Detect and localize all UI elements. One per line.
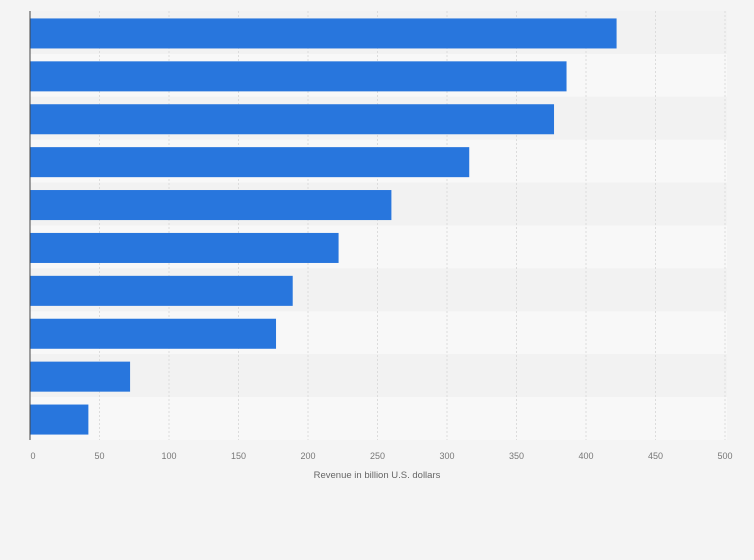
row-band: [30, 397, 727, 440]
bar[interactable]: [30, 18, 617, 49]
x-tick-label: 250: [370, 451, 385, 461]
x-tick-label: 350: [509, 451, 524, 461]
x-tick-label: 500: [717, 451, 732, 461]
x-tick-label: 50: [94, 451, 104, 461]
x-tick-label: 150: [231, 451, 246, 461]
x-tick-label: 400: [578, 451, 593, 461]
bar[interactable]: [30, 190, 392, 221]
bar[interactable]: [30, 147, 470, 178]
bar[interactable]: [30, 232, 339, 263]
bar[interactable]: [30, 275, 293, 306]
x-axis-label: Revenue in billion U.S. dollars: [314, 470, 441, 481]
x-tick-label: 450: [648, 451, 663, 461]
x-tick-label: 100: [161, 451, 176, 461]
x-tick-label: 200: [300, 451, 315, 461]
bar[interactable]: [30, 318, 277, 349]
x-tick-label: 0: [30, 451, 35, 461]
x-tick-label: 300: [439, 451, 454, 461]
bar[interactable]: [30, 404, 89, 435]
bar[interactable]: [30, 61, 567, 92]
bar[interactable]: [30, 361, 131, 392]
bar[interactable]: [30, 104, 555, 135]
row-band: [30, 354, 727, 398]
